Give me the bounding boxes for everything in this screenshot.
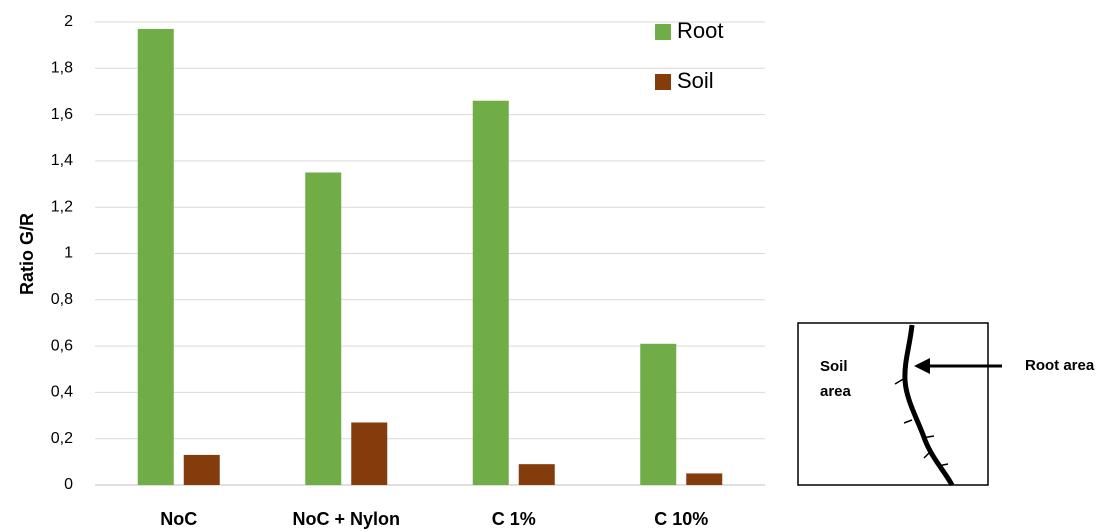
root-label: Root area xyxy=(1025,357,1095,374)
root-hairs xyxy=(894,377,949,467)
legend-label: Root xyxy=(677,18,723,43)
bar xyxy=(351,422,388,485)
bar xyxy=(640,343,677,485)
y-tick-label: 0 xyxy=(64,476,73,493)
y-tick-label: 1,6 xyxy=(51,106,73,123)
x-tick-label: C 10% xyxy=(654,509,708,529)
x-tick-label: NoC xyxy=(160,509,197,529)
y-tick-label: 0,2 xyxy=(51,430,73,447)
y-tick-label: 1,4 xyxy=(51,152,73,169)
y-tick-label: 0,4 xyxy=(51,384,73,401)
bar xyxy=(518,464,555,485)
bar xyxy=(305,172,342,485)
y-tick-label: 0,6 xyxy=(51,337,73,354)
legend-swatch xyxy=(655,24,671,40)
y-axis-label: Ratio G/R xyxy=(17,213,37,295)
soil-label: area xyxy=(820,383,852,400)
y-tick-label: 1,2 xyxy=(51,198,73,215)
y-tick-label: 1,8 xyxy=(51,60,73,77)
x-tick-label: NoC + Nylon xyxy=(292,509,400,529)
root-diagram: Soil area Root area xyxy=(797,322,1095,487)
bar xyxy=(183,454,220,485)
y-tick-label: 0,8 xyxy=(51,291,73,308)
x-tick-label: C 1% xyxy=(492,509,536,529)
legend-swatch xyxy=(655,74,671,90)
y-tick-label: 1 xyxy=(64,245,73,262)
soil-label: Soil xyxy=(820,358,848,375)
bar xyxy=(137,28,174,485)
y-tick-label: 2 xyxy=(64,13,73,30)
root-shape xyxy=(902,324,955,487)
diagram-frame xyxy=(797,322,989,486)
bar xyxy=(686,473,723,485)
legend-label: Soil xyxy=(677,68,714,93)
arrow-head xyxy=(914,358,930,374)
bar xyxy=(472,100,509,486)
